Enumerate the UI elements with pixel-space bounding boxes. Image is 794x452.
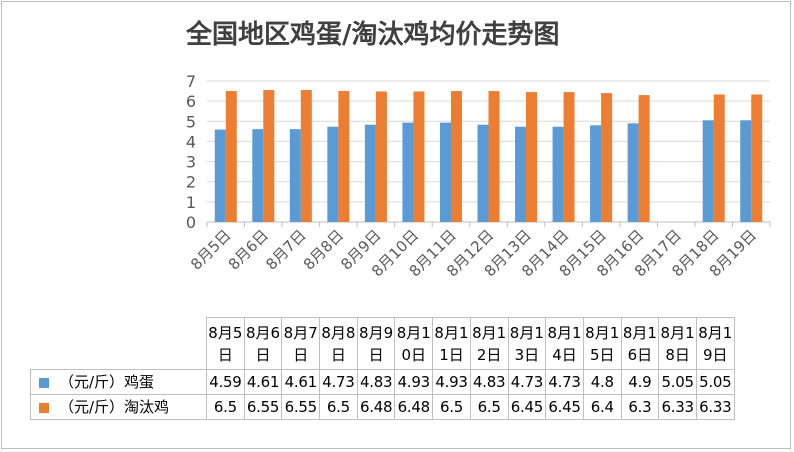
table-header-cell: 8月19日 [695, 317, 735, 370]
y-tick-label: 2 [186, 173, 196, 192]
table-header-cell: 8月18日 [658, 317, 697, 370]
egg-bar [740, 120, 752, 222]
egg-bar [627, 123, 639, 222]
y-tick-label: 0 [186, 213, 196, 232]
table-value-cell: 4.73 [507, 369, 547, 395]
table-header-cell: 8月12日 [469, 317, 509, 370]
table-header-cell: 8月7日 [281, 317, 321, 370]
table-value-cell: 6.3 [620, 394, 660, 420]
table-value-cell: 4.59 [206, 369, 245, 395]
x-tick-label: 8月5日 [187, 226, 234, 273]
table-value-cell: 4.83 [469, 369, 509, 395]
y-tick-label: 7 [186, 72, 196, 91]
hen-bar [526, 92, 538, 222]
table-value-cell: 4.83 [356, 369, 396, 395]
series-name: （元/斤）淘汰鸡 [59, 397, 170, 416]
table-header-cell: 8月8日 [319, 317, 358, 370]
legend-swatch [39, 377, 49, 388]
table-value-cell: 6.45 [507, 394, 547, 420]
hen-bar [713, 94, 725, 222]
x-tick-label: 8月6日 [225, 226, 272, 273]
table-header-cell: 8月10日 [394, 317, 434, 370]
y-tick-label: 5 [186, 112, 196, 131]
hen-bar [375, 91, 387, 222]
y-tick-label: 4 [186, 132, 196, 151]
table-value-cell: 4.73 [319, 369, 358, 395]
y-tick-label: 6 [186, 92, 196, 111]
egg-bar [364, 124, 376, 222]
egg-bar [702, 120, 714, 222]
table-value-cell: 6.55 [281, 394, 321, 420]
table-value-cell: 6.33 [658, 394, 697, 420]
x-tick-label: 8月7日 [262, 226, 309, 273]
hen-bar [450, 91, 462, 222]
egg-bar [214, 129, 226, 222]
table-header-cell: 8月14日 [545, 317, 584, 370]
table-value-cell: 6.48 [394, 394, 434, 420]
table-header-cell: 8月11日 [432, 317, 471, 370]
egg-bar [402, 122, 414, 222]
table-value-cell: 6.4 [582, 394, 622, 420]
hen-bar [300, 90, 312, 222]
table-value-cell: 6.55 [243, 394, 283, 420]
table-value-cell: 4.93 [432, 369, 471, 395]
table-corner [30, 317, 207, 370]
bar-chart-plot: 012345678月5日8月6日8月7日8月8日8月9日8月10日8月11日8月… [186, 72, 771, 280]
y-tick-label: 1 [186, 193, 196, 212]
table-header-cell: 8月15日 [582, 317, 622, 370]
table-value-cell: 4.61 [243, 369, 283, 395]
table-value-cell: 6.33 [695, 394, 735, 420]
table-value-cell: 6.5 [432, 394, 471, 420]
legend-swatch [39, 402, 49, 413]
table-header-cell: 8月16日 [620, 317, 660, 370]
table-value-cell: 4.93 [394, 369, 434, 395]
egg-bar [590, 125, 602, 222]
table-header-cell: 8月6日 [243, 317, 283, 370]
hen-bar [263, 90, 275, 222]
series-legend-label: （元/斤）鸡蛋 [30, 369, 207, 395]
egg-bar [477, 124, 489, 222]
table-header-cell: 8月9日 [356, 317, 396, 370]
table-row: （元/斤）淘汰鸡 6.5 6.55 6.55 6.5 6.48 6.48 6.5 6.5 6.45… [30, 394, 735, 420]
data-table: 8月5日 8月6日 8月7日 8月8日 8月9日 8月10日 8月11日 8月12日 8月13日… [30, 317, 735, 420]
series-legend-label: （元/斤）淘汰鸡 [30, 394, 207, 420]
table-value-cell: 6.45 [545, 394, 584, 420]
hen-bar [338, 91, 350, 222]
table-value-cell: 4.8 [582, 369, 622, 395]
table-value-cell: 4.9 [620, 369, 660, 395]
table-value-cell: 5.05 [695, 369, 735, 395]
table-value-cell: 5.05 [658, 369, 697, 395]
hen-bar [413, 91, 425, 222]
hen-bar [751, 94, 763, 222]
table-header-cell: 8月5日 [206, 317, 245, 370]
x-tick-label: 8月8日 [300, 226, 347, 273]
hen-bar [488, 91, 500, 222]
table-value-cell: 6.48 [356, 394, 396, 420]
egg-bar [552, 126, 564, 222]
egg-bar [289, 129, 301, 222]
table-value-cell: 4.61 [281, 369, 321, 395]
egg-bar [439, 122, 451, 222]
table-value-cell: 4.73 [545, 369, 584, 395]
table-header-cell: 8月13日 [507, 317, 547, 370]
egg-bar [515, 126, 527, 222]
table-value-cell: 6.5 [469, 394, 509, 420]
chart-title: 全国地区鸡蛋/淘汰鸡均价走势图 [186, 20, 560, 50]
egg-bar [252, 129, 264, 222]
series-name: （元/斤）鸡蛋 [59, 372, 155, 391]
table-value-cell: 6.5 [206, 394, 245, 420]
table-row: （元/斤）鸡蛋 4.59 4.61 4.61 4.73 4.83 4.93 4.93 4.83 4… [30, 369, 735, 395]
hen-bar [225, 91, 237, 222]
hen-bar [638, 95, 650, 222]
hen-bar [563, 92, 575, 222]
hen-bar [601, 93, 613, 222]
table-value-cell: 6.5 [319, 394, 358, 420]
egg-bar [327, 126, 339, 222]
y-tick-label: 3 [186, 153, 196, 172]
